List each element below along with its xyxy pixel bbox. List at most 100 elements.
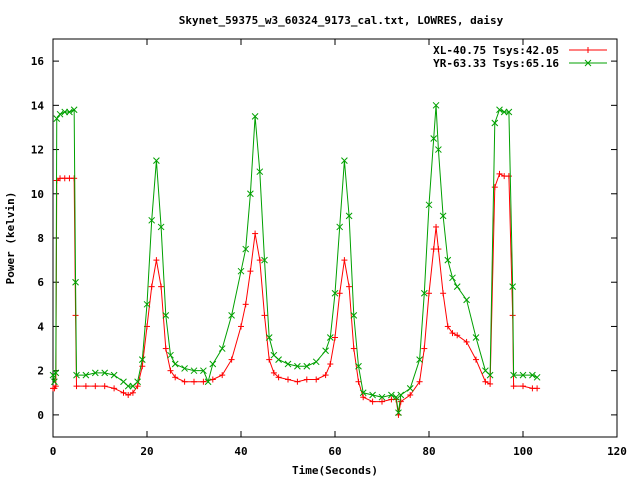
data-point [157,223,165,231]
data-point [510,383,517,390]
data-point [275,374,282,381]
data-point [395,409,402,417]
data-point [432,101,440,109]
data-point [148,283,155,290]
data-point [153,257,160,264]
data-point [52,383,59,390]
data-point [505,108,513,116]
data-point [181,365,188,372]
data-point [355,362,362,370]
data-point [237,267,245,275]
data-point [482,378,489,385]
data-point [440,290,447,297]
data-point [190,367,198,375]
data-point [265,334,273,341]
data-point [209,360,217,368]
data-point [256,257,263,264]
y-tick-label: 6 [37,276,44,289]
data-point [242,245,250,253]
data-point [251,113,259,120]
series-layer [49,101,541,418]
data-point [421,345,428,352]
data-point [491,184,498,191]
data-point [66,108,73,116]
data-point [303,362,311,370]
data-point [529,371,536,379]
legend-marker [584,59,592,67]
data-point [519,371,527,379]
data-point [139,363,146,370]
data-point [91,369,99,377]
data-point [392,393,400,401]
data-point [453,283,461,290]
data-point [426,290,432,297]
data-point [73,383,80,390]
data-point [326,334,334,341]
data-point [454,332,461,339]
legend-label: XL-40.75 Tsys:42.05 [433,44,559,57]
data-point [444,323,451,330]
y-tick-label: 4 [37,320,44,333]
data-point [92,383,99,390]
data-point [520,383,526,390]
data-point [425,201,433,209]
data-point [228,312,235,319]
data-point [134,378,141,386]
x-tick-label: 20 [140,445,153,458]
data-point [172,374,179,381]
data-point [270,369,277,376]
data-point [416,356,423,363]
data-point [463,296,470,304]
y-tick-label: 8 [37,232,44,245]
data-point [449,274,456,282]
data-point [204,378,212,386]
data-point [416,378,423,385]
data-point [238,323,244,330]
data-point [162,345,169,352]
data-point [110,371,118,379]
data-point [171,360,179,368]
data-point [153,157,160,164]
y-tick-label: 10 [31,188,44,201]
data-point [406,385,414,392]
data-point [397,391,405,399]
data-point [491,119,499,127]
data-point [346,283,353,290]
data-point [336,290,343,297]
data-point [336,223,344,231]
data-point [82,371,90,379]
data-point [294,362,301,370]
data-point [496,106,503,114]
data-point [496,170,503,177]
data-point [125,391,132,398]
data-point [360,394,367,401]
legend-marker [585,47,591,53]
data-point [71,175,78,182]
x-tick-label: 0 [50,445,57,458]
x-tick-label: 60 [328,445,341,458]
data-point [181,378,188,385]
data-point [397,398,404,405]
x-tick-label: 100 [513,445,533,458]
y-tick-label: 16 [31,55,45,68]
y-axis-label: Power (kelvin) [4,192,17,285]
data-point [322,372,329,379]
data-point [129,389,136,396]
data-point [486,371,494,379]
data-point [294,378,301,385]
data-point [345,212,353,220]
data-point [261,256,268,264]
data-point [487,380,494,387]
data-point [534,385,541,392]
chart-title: Skynet_59375_w3_60324_9173_cal.txt, LOWR… [179,14,504,27]
data-point [378,393,386,401]
y-tick-label: 2 [37,365,44,378]
data-point [218,345,226,352]
data-point [505,173,512,180]
data-point [219,372,226,379]
data-point [56,110,64,118]
data-point [439,212,447,220]
data-point [341,157,348,164]
data-point [341,257,348,264]
x-tick-label: 120 [607,445,627,458]
